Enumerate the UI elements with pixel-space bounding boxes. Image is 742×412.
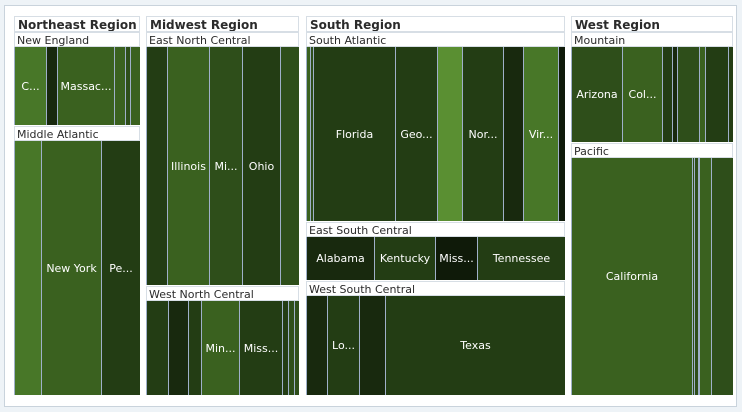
state-cell-california[interactable]: California — [571, 158, 692, 395]
state-label: Ohio — [248, 159, 275, 173]
region-title-northeast-region: Northeast Region — [14, 16, 140, 32]
state-cell[interactable] — [503, 47, 523, 221]
state-cell-col[interactable]: Col... — [622, 47, 662, 142]
state-cell[interactable] — [728, 47, 733, 142]
state-cell[interactable] — [168, 301, 188, 395]
state-label: Arizona — [576, 88, 618, 101]
state-cell-vir[interactable]: Vir... — [523, 47, 558, 221]
state-cell-mi[interactable]: Mi... — [209, 47, 242, 285]
state-label: C... — [21, 79, 40, 93]
state-cell[interactable] — [14, 141, 41, 395]
state-cell[interactable] — [306, 47, 310, 221]
state-cell-ohio[interactable]: Ohio — [242, 47, 280, 285]
state-cell[interactable] — [294, 301, 299, 395]
state-label: Nor... — [468, 127, 498, 141]
state-cell[interactable] — [711, 158, 733, 395]
state-cell-geo[interactable]: Geo... — [395, 47, 437, 221]
state-cell-c[interactable]: C... — [14, 47, 46, 125]
state-cell-tennessee[interactable]: Tennessee — [477, 237, 565, 280]
state-cell[interactable] — [125, 47, 130, 125]
state-cell-pe[interactable]: Pe... — [101, 141, 140, 395]
state-cell[interactable] — [672, 47, 677, 142]
region-title-west-region: West Region — [571, 16, 733, 32]
state-cell[interactable] — [705, 47, 728, 142]
state-cell[interactable] — [677, 47, 699, 142]
division-title-west-north-central: West North Central — [146, 286, 299, 301]
state-label: Min... — [205, 341, 236, 355]
division-title-east-south-central: East South Central — [306, 222, 565, 237]
state-cell[interactable] — [699, 158, 711, 395]
state-cell-arizona[interactable]: Arizona — [571, 47, 622, 142]
state-cell-miss[interactable]: Miss... — [239, 301, 282, 395]
state-cell-alabama[interactable]: Alabama — [306, 237, 374, 280]
division-title-east-north-central: East North Central — [146, 32, 299, 47]
state-label: Florida — [335, 127, 374, 141]
region-title-south-region: South Region — [306, 16, 565, 32]
state-cell[interactable] — [130, 47, 140, 125]
state-cell-miss[interactable]: Miss... — [435, 237, 477, 280]
division-title-new-england: New England — [14, 32, 140, 47]
state-cell[interactable] — [359, 296, 385, 395]
state-cell[interactable] — [188, 301, 201, 395]
state-label: Geo... — [400, 127, 433, 141]
state-label: Miss... — [243, 341, 279, 355]
state-cell[interactable] — [310, 47, 313, 221]
state-label: Alabama — [316, 252, 365, 265]
state-cell-new-york[interactable]: New York — [41, 141, 101, 395]
state-label: California — [605, 270, 659, 283]
state-label: Lo... — [332, 339, 355, 352]
state-cell[interactable] — [692, 158, 694, 395]
state-cell[interactable] — [288, 301, 294, 395]
state-cell[interactable] — [698, 158, 699, 395]
state-cell-kentucky[interactable]: Kentucky — [374, 237, 435, 280]
state-cell[interactable] — [662, 47, 672, 142]
state-label: Illinois — [171, 159, 206, 173]
state-cell-lo[interactable]: Lo... — [327, 296, 359, 395]
state-cell[interactable] — [280, 47, 299, 285]
division-title-west-south-central: West South Central — [306, 281, 565, 296]
division-title-pacific: Pacific — [571, 143, 733, 158]
state-label: Vir... — [528, 127, 554, 141]
state-cell[interactable] — [114, 47, 125, 125]
state-cell-min[interactable]: Min... — [201, 301, 239, 395]
state-cell[interactable] — [146, 301, 168, 395]
state-cell-texas[interactable]: Texas — [385, 296, 565, 395]
division-title-south-atlantic: South Atlantic — [306, 32, 565, 47]
state-label: Kentucky — [379, 252, 431, 265]
state-cell-illinois[interactable]: Illinois — [167, 47, 209, 285]
state-cell[interactable] — [558, 47, 565, 221]
state-label: Mi... — [214, 159, 238, 173]
state-cell[interactable] — [282, 301, 288, 395]
state-label: Pe... — [109, 261, 133, 275]
state-label: Massac... — [60, 79, 112, 93]
state-cell-massac[interactable]: Massac... — [57, 47, 114, 125]
state-cell[interactable] — [146, 47, 167, 285]
state-cell-florida[interactable]: Florida — [313, 47, 395, 221]
division-title-middle-atlantic: Middle Atlantic — [14, 126, 140, 141]
state-cell[interactable] — [306, 296, 327, 395]
state-cell[interactable] — [46, 47, 57, 125]
state-cell[interactable] — [437, 47, 462, 221]
state-label: Miss... — [439, 252, 474, 265]
state-label: Tennessee — [492, 252, 551, 265]
state-label: Texas — [460, 339, 491, 352]
state-cell-nor[interactable]: Nor... — [462, 47, 503, 221]
state-label: Col... — [628, 88, 657, 101]
state-cell[interactable] — [694, 158, 698, 395]
state-cell[interactable] — [699, 47, 705, 142]
division-title-mountain: Mountain — [571, 32, 733, 47]
region-title-midwest-region: Midwest Region — [146, 16, 299, 32]
state-label: New York — [46, 261, 97, 275]
